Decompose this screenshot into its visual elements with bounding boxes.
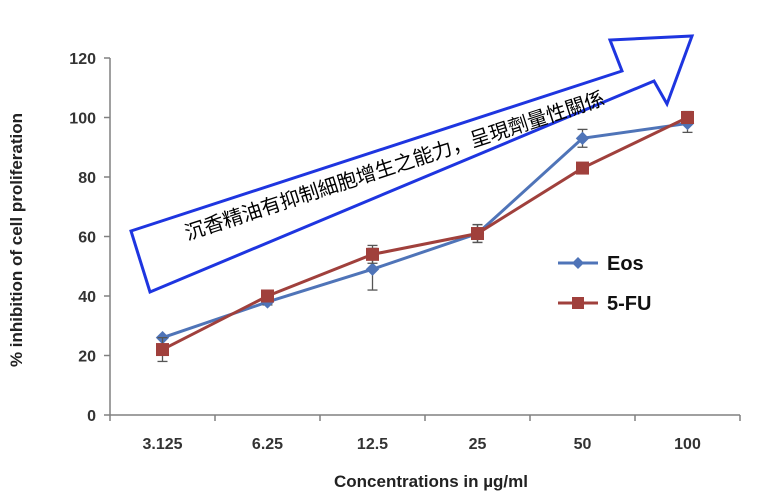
annotation-text: 沉香精油有抑制細胞增生之能力，呈現劑量性關係 <box>182 86 608 245</box>
x-tick-label: 50 <box>574 436 592 453</box>
y-tick-label: 100 <box>69 111 96 128</box>
y-tick-label: 80 <box>78 170 96 187</box>
data-point-square <box>156 343 169 357</box>
legend-label: Eos <box>607 253 644 275</box>
annotation-arrow-shape <box>129 34 695 295</box>
y-tick-label: 20 <box>78 349 96 366</box>
y-tick-label: 0 <box>87 408 96 425</box>
y-tick-label: 120 <box>69 51 96 68</box>
x-axis-title: Concentrations in µg/ml <box>334 472 528 491</box>
legend-marker-square <box>572 297 584 309</box>
data-point-square <box>261 289 274 303</box>
data-point-diamond <box>365 262 380 276</box>
data-point-square <box>366 247 379 261</box>
series-5-fu <box>156 110 694 363</box>
data-point-diamond <box>575 131 590 146</box>
series-line <box>162 121 688 340</box>
x-tick-label: 25 <box>469 436 487 453</box>
legend: Eos 5-FU <box>558 253 651 315</box>
series-line <box>161 116 689 351</box>
data-point-square <box>576 161 589 175</box>
data-point-square <box>681 111 694 124</box>
x-tick-label: 100 <box>674 436 701 453</box>
x-axis-ticks: 3.125 6.25 12.5 25 50 100 <box>109 415 741 453</box>
y-tick-label: 60 <box>78 230 96 247</box>
x-tick-label: 12.5 <box>357 436 388 453</box>
y-axis-ticks: 0 20 40 60 80 100 120 <box>69 51 110 425</box>
series-layer <box>155 110 695 363</box>
legend-marker-diamond <box>572 257 584 269</box>
x-tick-label: 3.125 <box>142 436 182 453</box>
y-tick-label: 40 <box>78 289 96 306</box>
legend-label: 5-FU <box>607 293 651 315</box>
y-axis-title: % inhibition of cell proliferation <box>7 113 26 367</box>
x-tick-label: 6.25 <box>252 436 283 453</box>
data-point-square <box>471 227 484 241</box>
